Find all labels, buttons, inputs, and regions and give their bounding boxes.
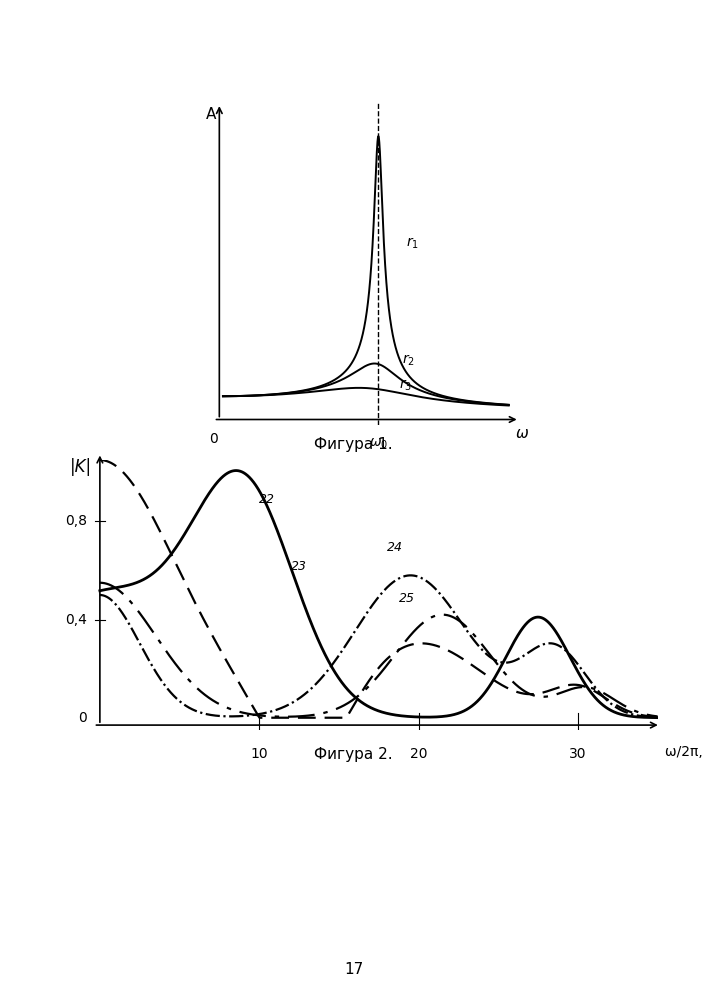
Text: 0: 0 [209, 432, 218, 446]
Text: |K|: |K| [70, 458, 92, 476]
Text: 20: 20 [410, 747, 427, 761]
Text: ω: ω [515, 426, 528, 441]
Text: 23: 23 [291, 560, 307, 573]
Text: $r_1$: $r_1$ [406, 235, 419, 251]
Text: $r_2$: $r_2$ [402, 352, 414, 368]
Text: Фигура 1.: Фигура 1. [314, 438, 393, 452]
Text: 25: 25 [399, 592, 416, 605]
Text: 10: 10 [250, 747, 268, 761]
Text: 24: 24 [387, 541, 403, 554]
Text: 17: 17 [344, 962, 363, 978]
Text: A: A [206, 107, 216, 122]
Text: 22: 22 [259, 493, 275, 506]
Text: 0,4: 0,4 [65, 613, 87, 627]
Text: Фигура 2.: Фигура 2. [314, 748, 393, 762]
Text: $r_3$: $r_3$ [399, 377, 411, 393]
Text: 0: 0 [78, 711, 87, 725]
Text: ω/2π, кГц: ω/2π, кГц [665, 745, 707, 759]
Text: 30: 30 [569, 747, 587, 761]
Text: $\omega_0$: $\omega_0$ [369, 437, 388, 451]
Text: 0,8: 0,8 [65, 514, 87, 528]
